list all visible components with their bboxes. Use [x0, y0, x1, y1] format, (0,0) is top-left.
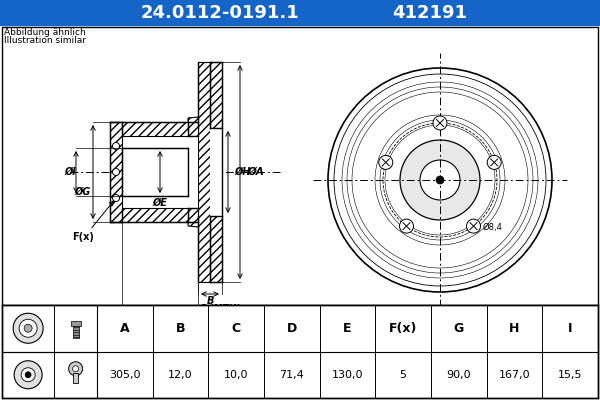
Circle shape	[73, 366, 79, 372]
Circle shape	[400, 140, 480, 220]
Polygon shape	[210, 62, 222, 128]
Polygon shape	[198, 62, 210, 282]
Text: Abbildung ähnlich: Abbildung ähnlich	[4, 28, 86, 37]
Polygon shape	[188, 116, 210, 130]
Text: E: E	[343, 322, 352, 335]
Polygon shape	[110, 122, 188, 136]
Polygon shape	[110, 122, 122, 222]
Circle shape	[467, 219, 481, 233]
Circle shape	[400, 219, 413, 233]
Text: Ø8,4: Ø8,4	[482, 223, 502, 232]
Text: C: C	[232, 322, 241, 335]
Polygon shape	[188, 122, 198, 136]
Text: D: D	[287, 322, 297, 335]
Text: ØG: ØG	[75, 187, 91, 197]
Text: 167,0: 167,0	[499, 370, 530, 380]
Circle shape	[68, 362, 83, 376]
Text: A: A	[120, 322, 130, 335]
Text: F(x): F(x)	[389, 322, 418, 335]
Polygon shape	[188, 208, 198, 222]
Text: 90,0: 90,0	[446, 370, 471, 380]
Text: 412191: 412191	[392, 4, 467, 22]
Bar	[73, 326, 79, 338]
Text: 305,0: 305,0	[109, 370, 140, 380]
Circle shape	[21, 368, 35, 382]
Text: C (MTH): C (MTH)	[200, 304, 241, 312]
Circle shape	[420, 160, 460, 200]
Circle shape	[379, 155, 393, 169]
Circle shape	[19, 319, 37, 337]
Circle shape	[436, 176, 444, 184]
Text: 71,4: 71,4	[280, 370, 304, 380]
Text: H: H	[509, 322, 520, 335]
Text: D: D	[156, 318, 164, 328]
Polygon shape	[210, 216, 222, 282]
Text: F(x): F(x)	[72, 232, 94, 242]
Circle shape	[113, 168, 119, 176]
Text: ØI: ØI	[64, 167, 76, 177]
Polygon shape	[188, 214, 210, 228]
Text: 5: 5	[400, 370, 407, 380]
Bar	[0, 0, 600, 25]
Text: ØA: ØA	[247, 167, 264, 177]
Text: I: I	[568, 322, 572, 335]
Text: 15,5: 15,5	[558, 370, 583, 380]
Text: ØH: ØH	[234, 167, 250, 177]
Polygon shape	[210, 128, 222, 216]
Text: 10,0: 10,0	[224, 370, 248, 380]
Text: Illustration similar: Illustration similar	[4, 36, 86, 45]
Text: 130,0: 130,0	[332, 370, 363, 380]
Circle shape	[13, 313, 43, 343]
Polygon shape	[188, 136, 198, 208]
Text: ØE: ØE	[152, 198, 167, 208]
Circle shape	[487, 155, 501, 169]
Circle shape	[334, 74, 546, 286]
Text: 24.0112-0191.1: 24.0112-0191.1	[140, 4, 299, 22]
Bar	[2, 305, 598, 398]
Circle shape	[113, 194, 119, 202]
Bar	[73, 373, 78, 383]
Polygon shape	[122, 148, 188, 196]
Polygon shape	[110, 208, 188, 222]
Text: G: G	[454, 322, 464, 335]
Circle shape	[25, 372, 31, 378]
Circle shape	[328, 68, 552, 292]
Circle shape	[14, 361, 42, 389]
Text: B: B	[176, 322, 185, 335]
Circle shape	[113, 142, 119, 150]
Bar	[2, 27, 598, 305]
Circle shape	[433, 116, 447, 130]
Bar	[71, 321, 80, 326]
Text: B: B	[206, 296, 214, 306]
Circle shape	[24, 324, 32, 332]
Text: 12,0: 12,0	[168, 370, 193, 380]
